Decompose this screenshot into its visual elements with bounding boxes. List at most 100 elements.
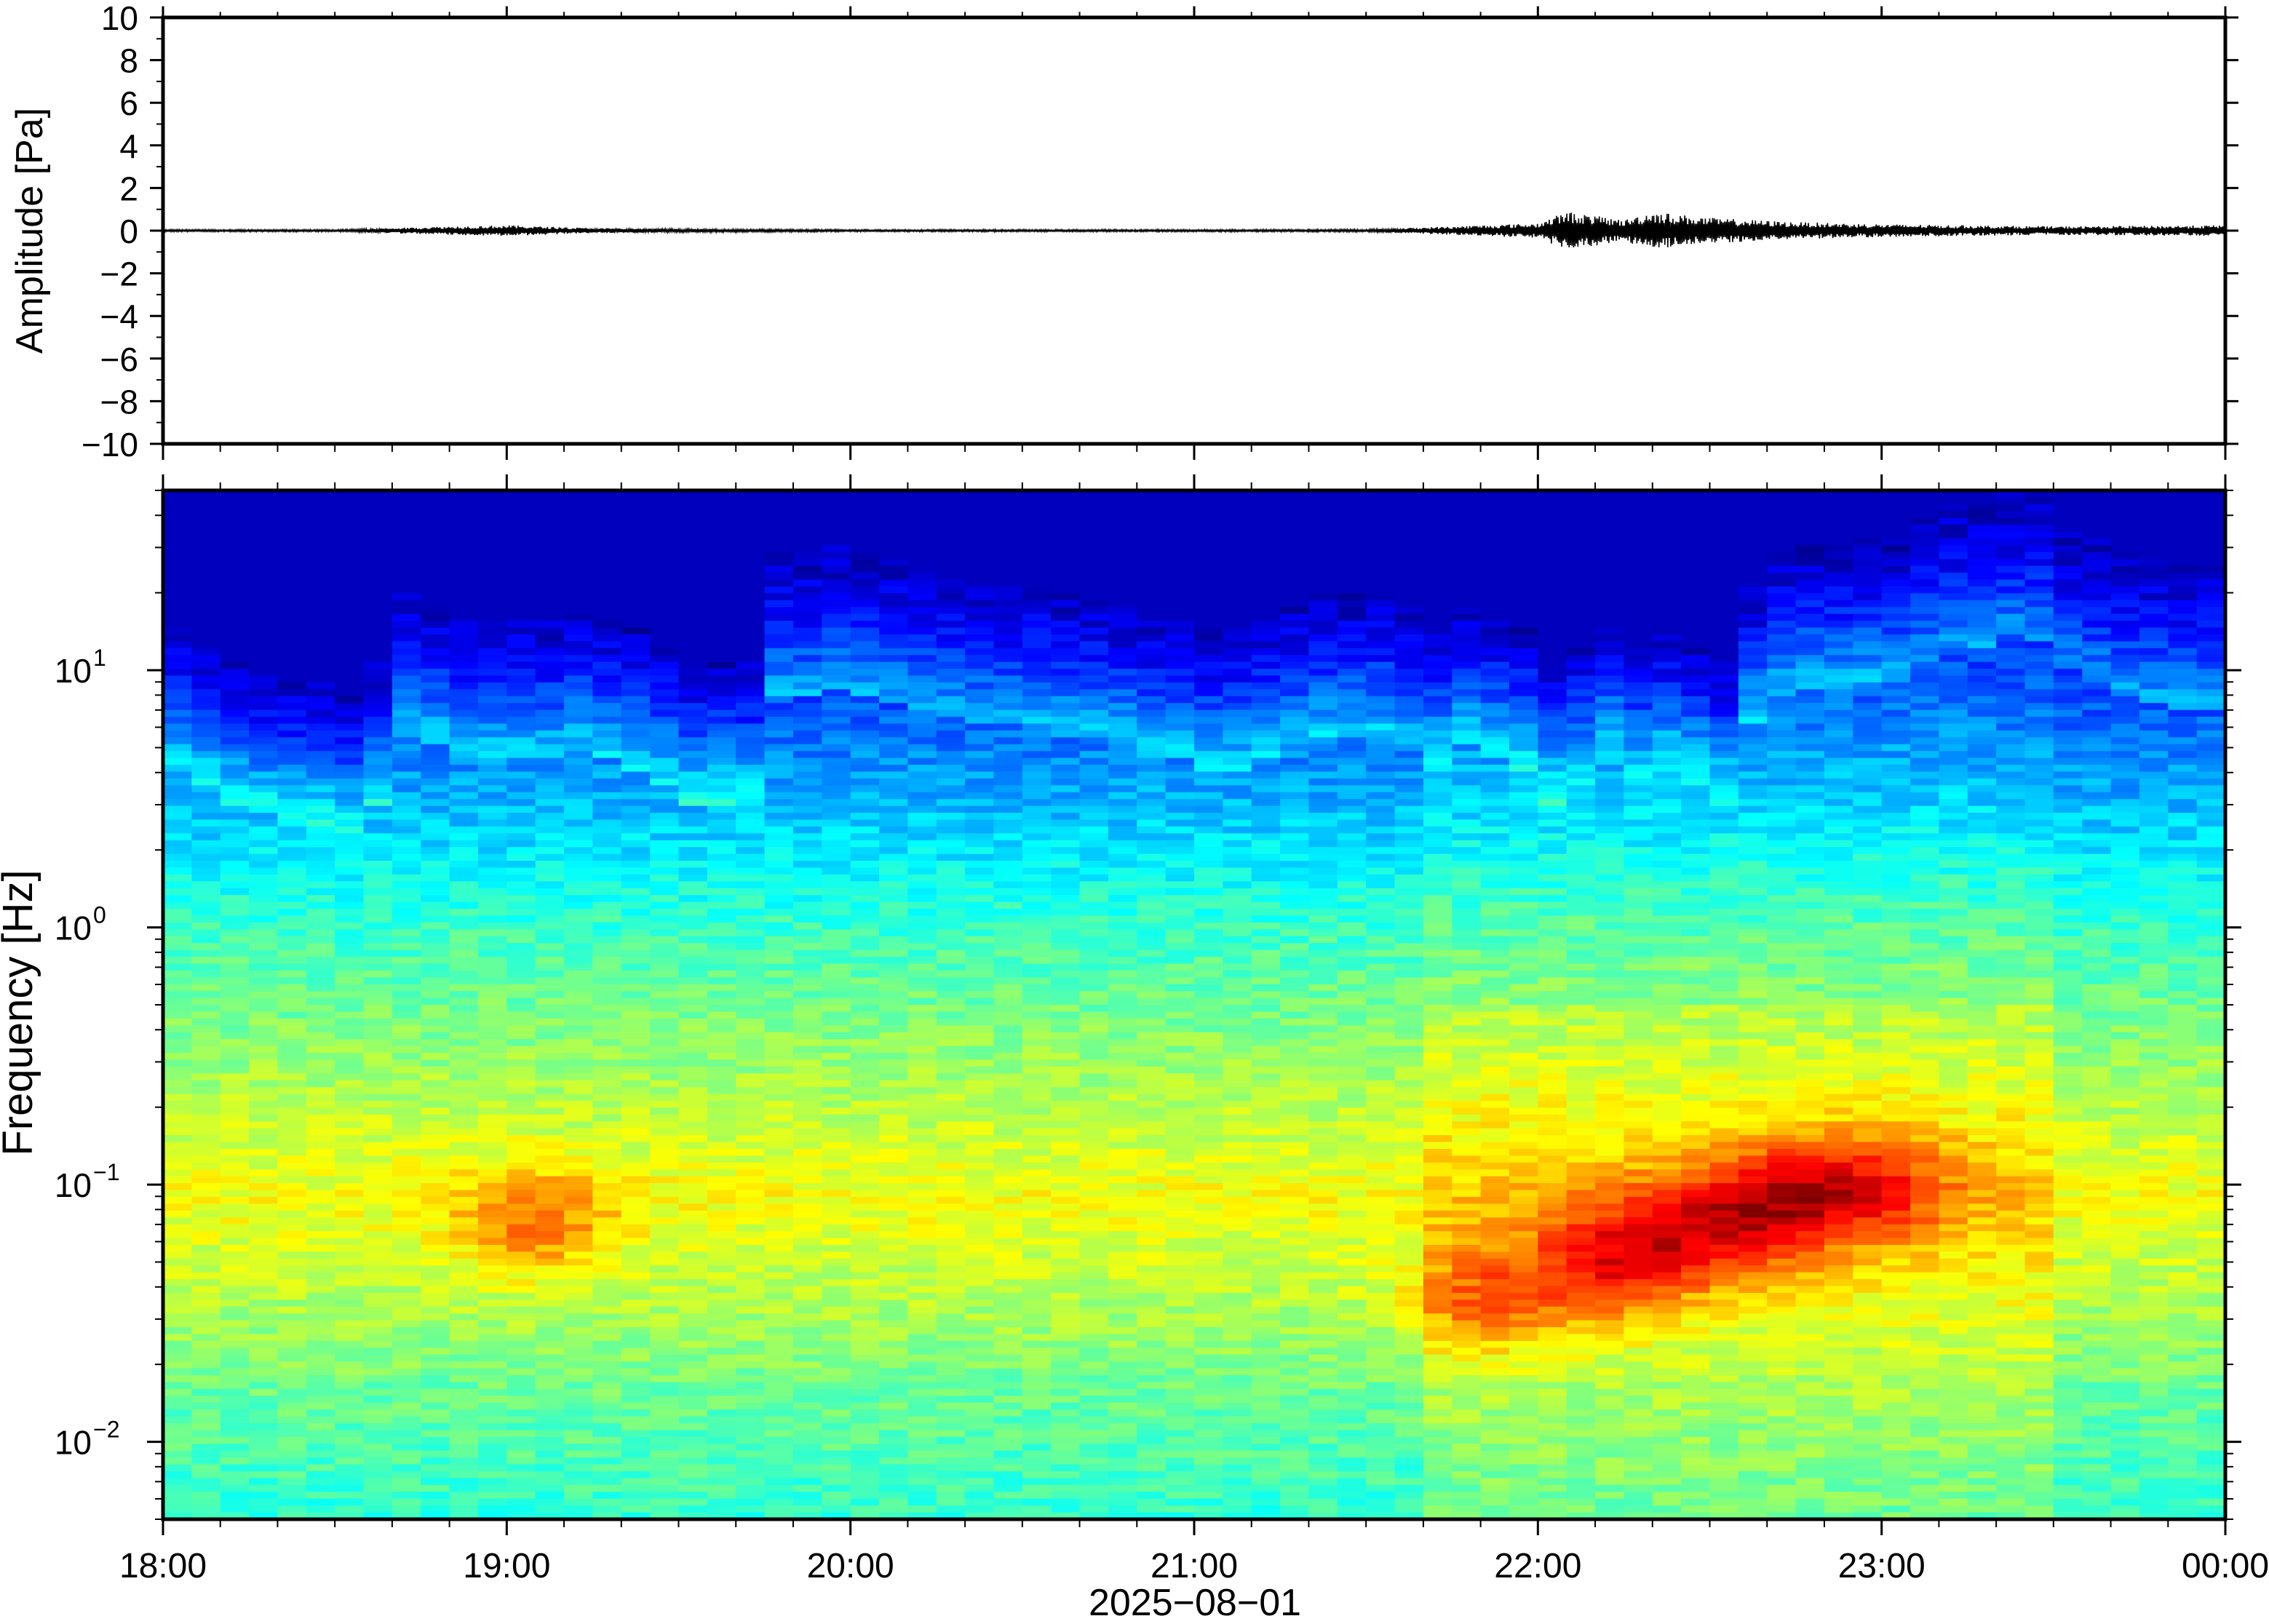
spectrogram-cell (421, 661, 450, 669)
spectrogram-cell (392, 1148, 421, 1156)
spectrogram-cell (965, 1251, 995, 1259)
spectrogram-cell (277, 1231, 307, 1239)
spectrogram-cell (621, 1368, 651, 1376)
spectrogram-cell (879, 1087, 908, 1095)
spectrogram-cell (191, 565, 221, 573)
spectrogram-cell (707, 703, 736, 711)
spectrogram-cell (993, 517, 1023, 525)
spectrogram-cell (592, 1190, 622, 1198)
spectrogram-cell (1051, 1121, 1081, 1129)
spectrogram-cell (736, 497, 766, 505)
spectrogram-cell (249, 1430, 279, 1438)
spectrogram-cell (449, 723, 479, 731)
spectrogram-cell (792, 765, 822, 773)
spectrogram-cell (421, 840, 450, 848)
spectrogram-cell (1022, 943, 1052, 951)
spectrogram-cell (850, 1121, 880, 1129)
spectrogram-cell (535, 655, 565, 663)
spectrogram-cell (1079, 819, 1109, 827)
spectrogram-cell (621, 1457, 651, 1465)
spectrogram-cell (707, 805, 736, 813)
spectrogram-cell (363, 1409, 393, 1417)
spectrogram-cell (822, 970, 851, 978)
spectrogram-cell (907, 1073, 937, 1081)
spectrogram-cell (592, 689, 622, 697)
spectrogram-cell (449, 1196, 479, 1204)
spectrogram-cell (678, 1128, 708, 1136)
spectrogram-cell (220, 1361, 250, 1369)
spectrogram-cell (850, 1430, 880, 1438)
spectrogram-cell (792, 909, 822, 917)
spectrogram-cell (592, 1066, 622, 1074)
spectrogram-cell (650, 1348, 680, 1356)
spectrogram-cell (220, 901, 250, 909)
spectrogram-cell (306, 1340, 335, 1348)
spectrogram-cell (163, 723, 192, 731)
spectrogram-cell (822, 613, 851, 621)
spectrogram-cell (421, 977, 450, 985)
spectrogram-cell (678, 1382, 708, 1390)
spectrogram-cell (621, 1046, 651, 1054)
spectrogram-cell (306, 1444, 335, 1452)
spectrogram-cell (621, 1436, 651, 1444)
spectrogram-cell (449, 593, 479, 601)
spectrogram-cell (506, 1396, 536, 1404)
spectrogram-cell (1022, 813, 1052, 821)
spectrogram-cell (621, 1478, 651, 1486)
spectrogram-cell (764, 709, 794, 717)
spectrogram-cell (792, 538, 822, 546)
spectrogram-cell (792, 1107, 822, 1115)
spectrogram-cell (707, 1224, 736, 1232)
spectrogram-cell (1051, 1244, 1081, 1252)
spectrogram-cell (535, 785, 565, 793)
spectrogram-cell (965, 552, 995, 560)
spectrogram-cell (421, 1094, 450, 1102)
spectrogram-cell (1051, 1382, 1081, 1390)
spectrogram-cell (850, 1444, 880, 1452)
spectrogram-cell (277, 799, 307, 807)
spectrogram-cell (363, 1512, 393, 1519)
spectrogram-cell (822, 751, 851, 759)
spectrogram-cell (392, 1306, 421, 1314)
spectrogram-cell (993, 1416, 1023, 1424)
spectrogram-cell (249, 1313, 279, 1321)
spectrogram-cell (822, 621, 851, 629)
spectrogram-cell (1051, 1203, 1081, 1211)
spectrogram-cell (822, 1135, 851, 1143)
spectrogram-cell (421, 675, 450, 683)
spectrogram-cell (879, 1265, 908, 1273)
spectrogram-cell (965, 621, 995, 629)
spectrogram-cell (277, 621, 307, 629)
spectrogram-cell (879, 1224, 908, 1232)
spectrogram-cell (449, 1375, 479, 1383)
spectrogram-cell (506, 703, 536, 711)
spectrogram-cell (650, 1457, 680, 1465)
spectrogram-cell (764, 1162, 794, 1170)
spectrogram-cell (249, 661, 279, 669)
spectrogram-cell (764, 751, 794, 759)
spectrogram-cell (764, 915, 794, 923)
spectrogram-cell (993, 977, 1023, 985)
spectrogram-cell (191, 1450, 221, 1458)
spectrogram-cell (220, 503, 250, 512)
spectrogram-cell (850, 901, 880, 909)
spectrogram-cell (191, 881, 221, 889)
spectrogram-cell (277, 1450, 307, 1458)
spectrogram-cell (907, 792, 937, 800)
spectrogram-cell (879, 497, 908, 505)
spectrogram-cell (764, 861, 794, 869)
spectrogram-cell (535, 1052, 565, 1061)
spectrogram-cell (736, 669, 766, 677)
spectrogram-cell (965, 1224, 995, 1232)
spectrogram-cell (822, 1361, 851, 1369)
spectrogram-cell (564, 1478, 594, 1486)
spectrogram-cell (907, 1032, 937, 1040)
spectrogram-cell (220, 881, 250, 889)
spectrogram-cell (220, 661, 250, 669)
spectrogram-cell (936, 1492, 966, 1500)
spectrogram-cell (564, 765, 594, 773)
spectrogram-cell (421, 1162, 450, 1170)
spectrogram-cell (850, 1135, 880, 1143)
spectrogram-cell (306, 1450, 335, 1458)
spectrogram-cell (764, 689, 794, 697)
